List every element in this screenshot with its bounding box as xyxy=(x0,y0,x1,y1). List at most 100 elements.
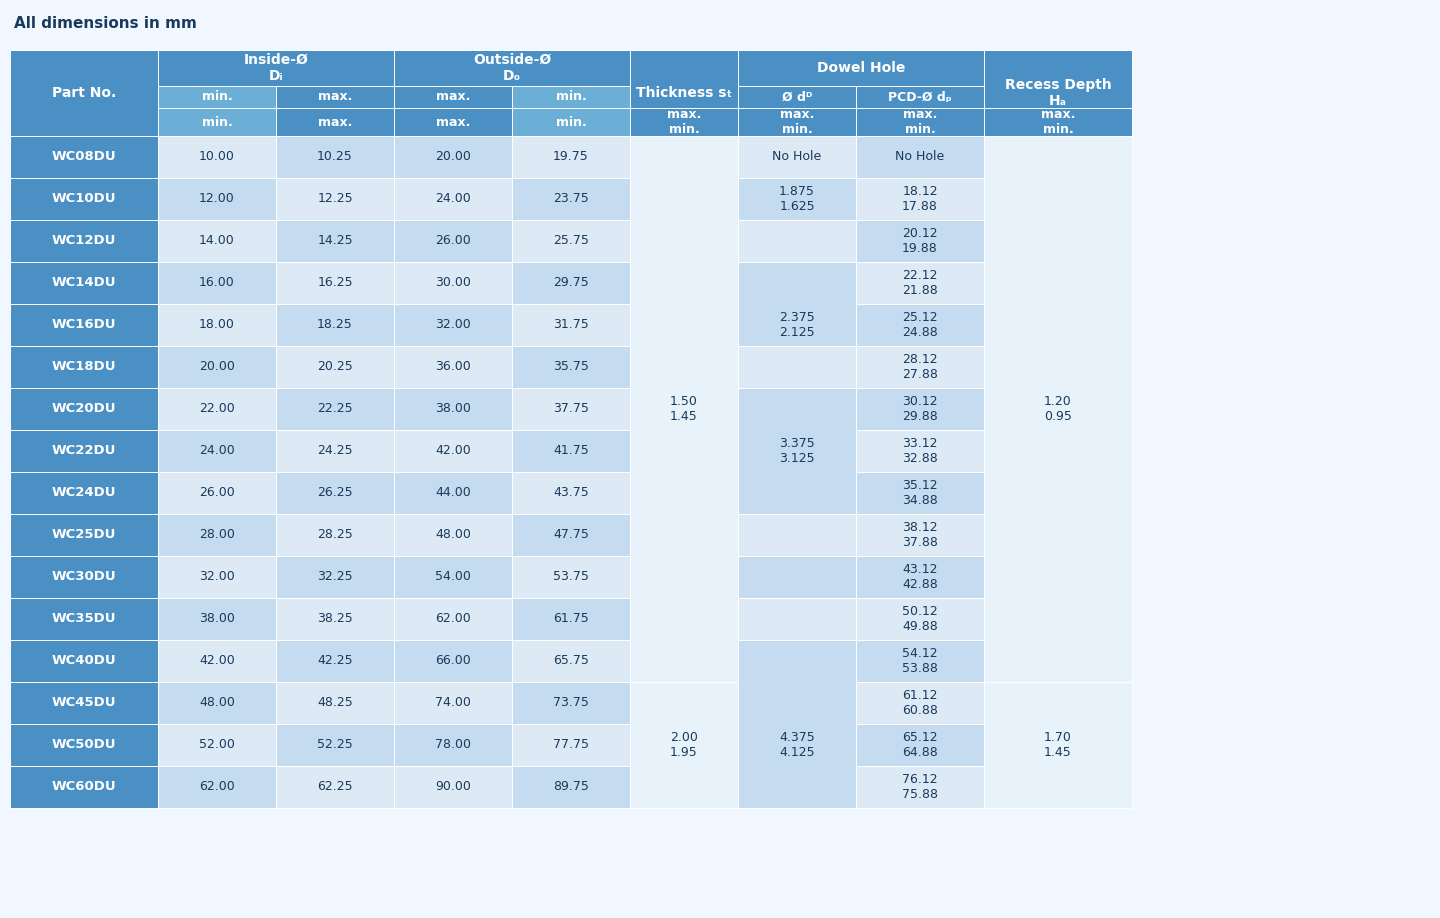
Text: 24.25: 24.25 xyxy=(317,444,353,457)
Bar xyxy=(984,136,1132,682)
Bar xyxy=(739,178,855,220)
Bar xyxy=(739,514,855,556)
Text: 22.00: 22.00 xyxy=(199,402,235,416)
Bar xyxy=(395,50,631,86)
Bar xyxy=(158,304,276,346)
Bar xyxy=(10,598,158,640)
Bar xyxy=(513,86,631,108)
Text: 22.25: 22.25 xyxy=(317,402,353,416)
Text: 62.00: 62.00 xyxy=(435,612,471,625)
Text: 33.12
32.88: 33.12 32.88 xyxy=(901,437,937,465)
Bar xyxy=(739,86,855,108)
Bar xyxy=(395,640,513,682)
Text: 24.00: 24.00 xyxy=(435,193,471,206)
Text: 25.75: 25.75 xyxy=(553,234,589,248)
Bar xyxy=(158,346,276,388)
Text: 20.00: 20.00 xyxy=(199,361,235,374)
Bar xyxy=(158,178,276,220)
Bar xyxy=(158,388,276,430)
Bar xyxy=(158,766,276,808)
Bar xyxy=(855,136,984,178)
Text: 23.75: 23.75 xyxy=(553,193,589,206)
Text: Thickness sₜ: Thickness sₜ xyxy=(636,86,732,100)
Bar xyxy=(855,262,984,304)
Text: WC20DU: WC20DU xyxy=(52,402,117,416)
Bar xyxy=(276,346,395,388)
Bar xyxy=(855,514,984,556)
Bar xyxy=(10,346,158,388)
Bar xyxy=(395,766,513,808)
Text: 16.25: 16.25 xyxy=(317,276,353,289)
Text: 28.00: 28.00 xyxy=(199,529,235,542)
Text: 26.00: 26.00 xyxy=(435,234,471,248)
Bar xyxy=(855,724,984,766)
Text: WC40DU: WC40DU xyxy=(52,655,117,667)
Bar xyxy=(513,388,631,430)
Bar xyxy=(158,472,276,514)
Text: 24.00: 24.00 xyxy=(199,444,235,457)
Text: 25.12
24.88: 25.12 24.88 xyxy=(901,311,937,339)
Text: No Hole: No Hole xyxy=(772,151,822,163)
Text: max.: max. xyxy=(318,91,353,104)
Text: WC50DU: WC50DU xyxy=(52,738,117,752)
Bar xyxy=(631,50,739,136)
Bar xyxy=(855,766,984,808)
Bar xyxy=(739,346,855,388)
Text: 38.25: 38.25 xyxy=(317,612,353,625)
Text: 74.00: 74.00 xyxy=(435,697,471,710)
Text: 42.00: 42.00 xyxy=(199,655,235,667)
Text: 42.00: 42.00 xyxy=(435,444,471,457)
Text: WC60DU: WC60DU xyxy=(52,780,117,793)
Text: max.
min.: max. min. xyxy=(903,108,937,136)
Text: 61.75: 61.75 xyxy=(553,612,589,625)
Bar xyxy=(158,724,276,766)
Bar xyxy=(855,682,984,724)
Text: 42.25: 42.25 xyxy=(317,655,353,667)
Bar xyxy=(276,556,395,598)
Text: 19.75: 19.75 xyxy=(553,151,589,163)
Text: max.
min.: max. min. xyxy=(780,108,814,136)
Text: 35.75: 35.75 xyxy=(553,361,589,374)
Bar xyxy=(855,304,984,346)
Bar xyxy=(395,346,513,388)
Bar xyxy=(10,640,158,682)
Bar xyxy=(513,724,631,766)
Bar xyxy=(631,108,739,136)
Bar xyxy=(855,346,984,388)
Text: 32.25: 32.25 xyxy=(317,570,353,584)
Text: 20.00: 20.00 xyxy=(435,151,471,163)
Bar xyxy=(984,682,1132,808)
Bar xyxy=(855,220,984,262)
Bar xyxy=(158,262,276,304)
Text: Inside-Ø
Dᵢ: Inside-Ø Dᵢ xyxy=(243,53,308,84)
Bar xyxy=(276,598,395,640)
Bar xyxy=(984,50,1132,136)
Text: Outside-Ø
Dₒ: Outside-Ø Dₒ xyxy=(472,53,552,84)
Text: Dowel Hole: Dowel Hole xyxy=(816,61,906,75)
Bar xyxy=(513,304,631,346)
Text: 90.00: 90.00 xyxy=(435,780,471,793)
Text: All dimensions in mm: All dimensions in mm xyxy=(14,16,197,31)
Bar xyxy=(276,304,395,346)
Text: 3.375
3.125: 3.375 3.125 xyxy=(779,437,815,465)
Text: 14.25: 14.25 xyxy=(317,234,353,248)
Text: max.: max. xyxy=(318,116,353,129)
Text: 22.12
21.88: 22.12 21.88 xyxy=(901,269,937,297)
Text: 62.25: 62.25 xyxy=(317,780,353,793)
Bar xyxy=(739,220,855,262)
Bar xyxy=(276,262,395,304)
Text: WC12DU: WC12DU xyxy=(52,234,117,248)
Bar xyxy=(739,262,855,346)
Text: No Hole: No Hole xyxy=(896,151,945,163)
Bar xyxy=(739,136,855,178)
Bar xyxy=(395,514,513,556)
Text: 20.12
19.88: 20.12 19.88 xyxy=(901,227,937,255)
Text: 12.25: 12.25 xyxy=(317,193,353,206)
Text: WC22DU: WC22DU xyxy=(52,444,117,457)
Text: 48.25: 48.25 xyxy=(317,697,353,710)
Text: 35.12
34.88: 35.12 34.88 xyxy=(901,479,937,507)
Bar xyxy=(855,86,984,108)
Bar xyxy=(513,136,631,178)
Bar xyxy=(513,178,631,220)
Text: 48.00: 48.00 xyxy=(199,697,235,710)
